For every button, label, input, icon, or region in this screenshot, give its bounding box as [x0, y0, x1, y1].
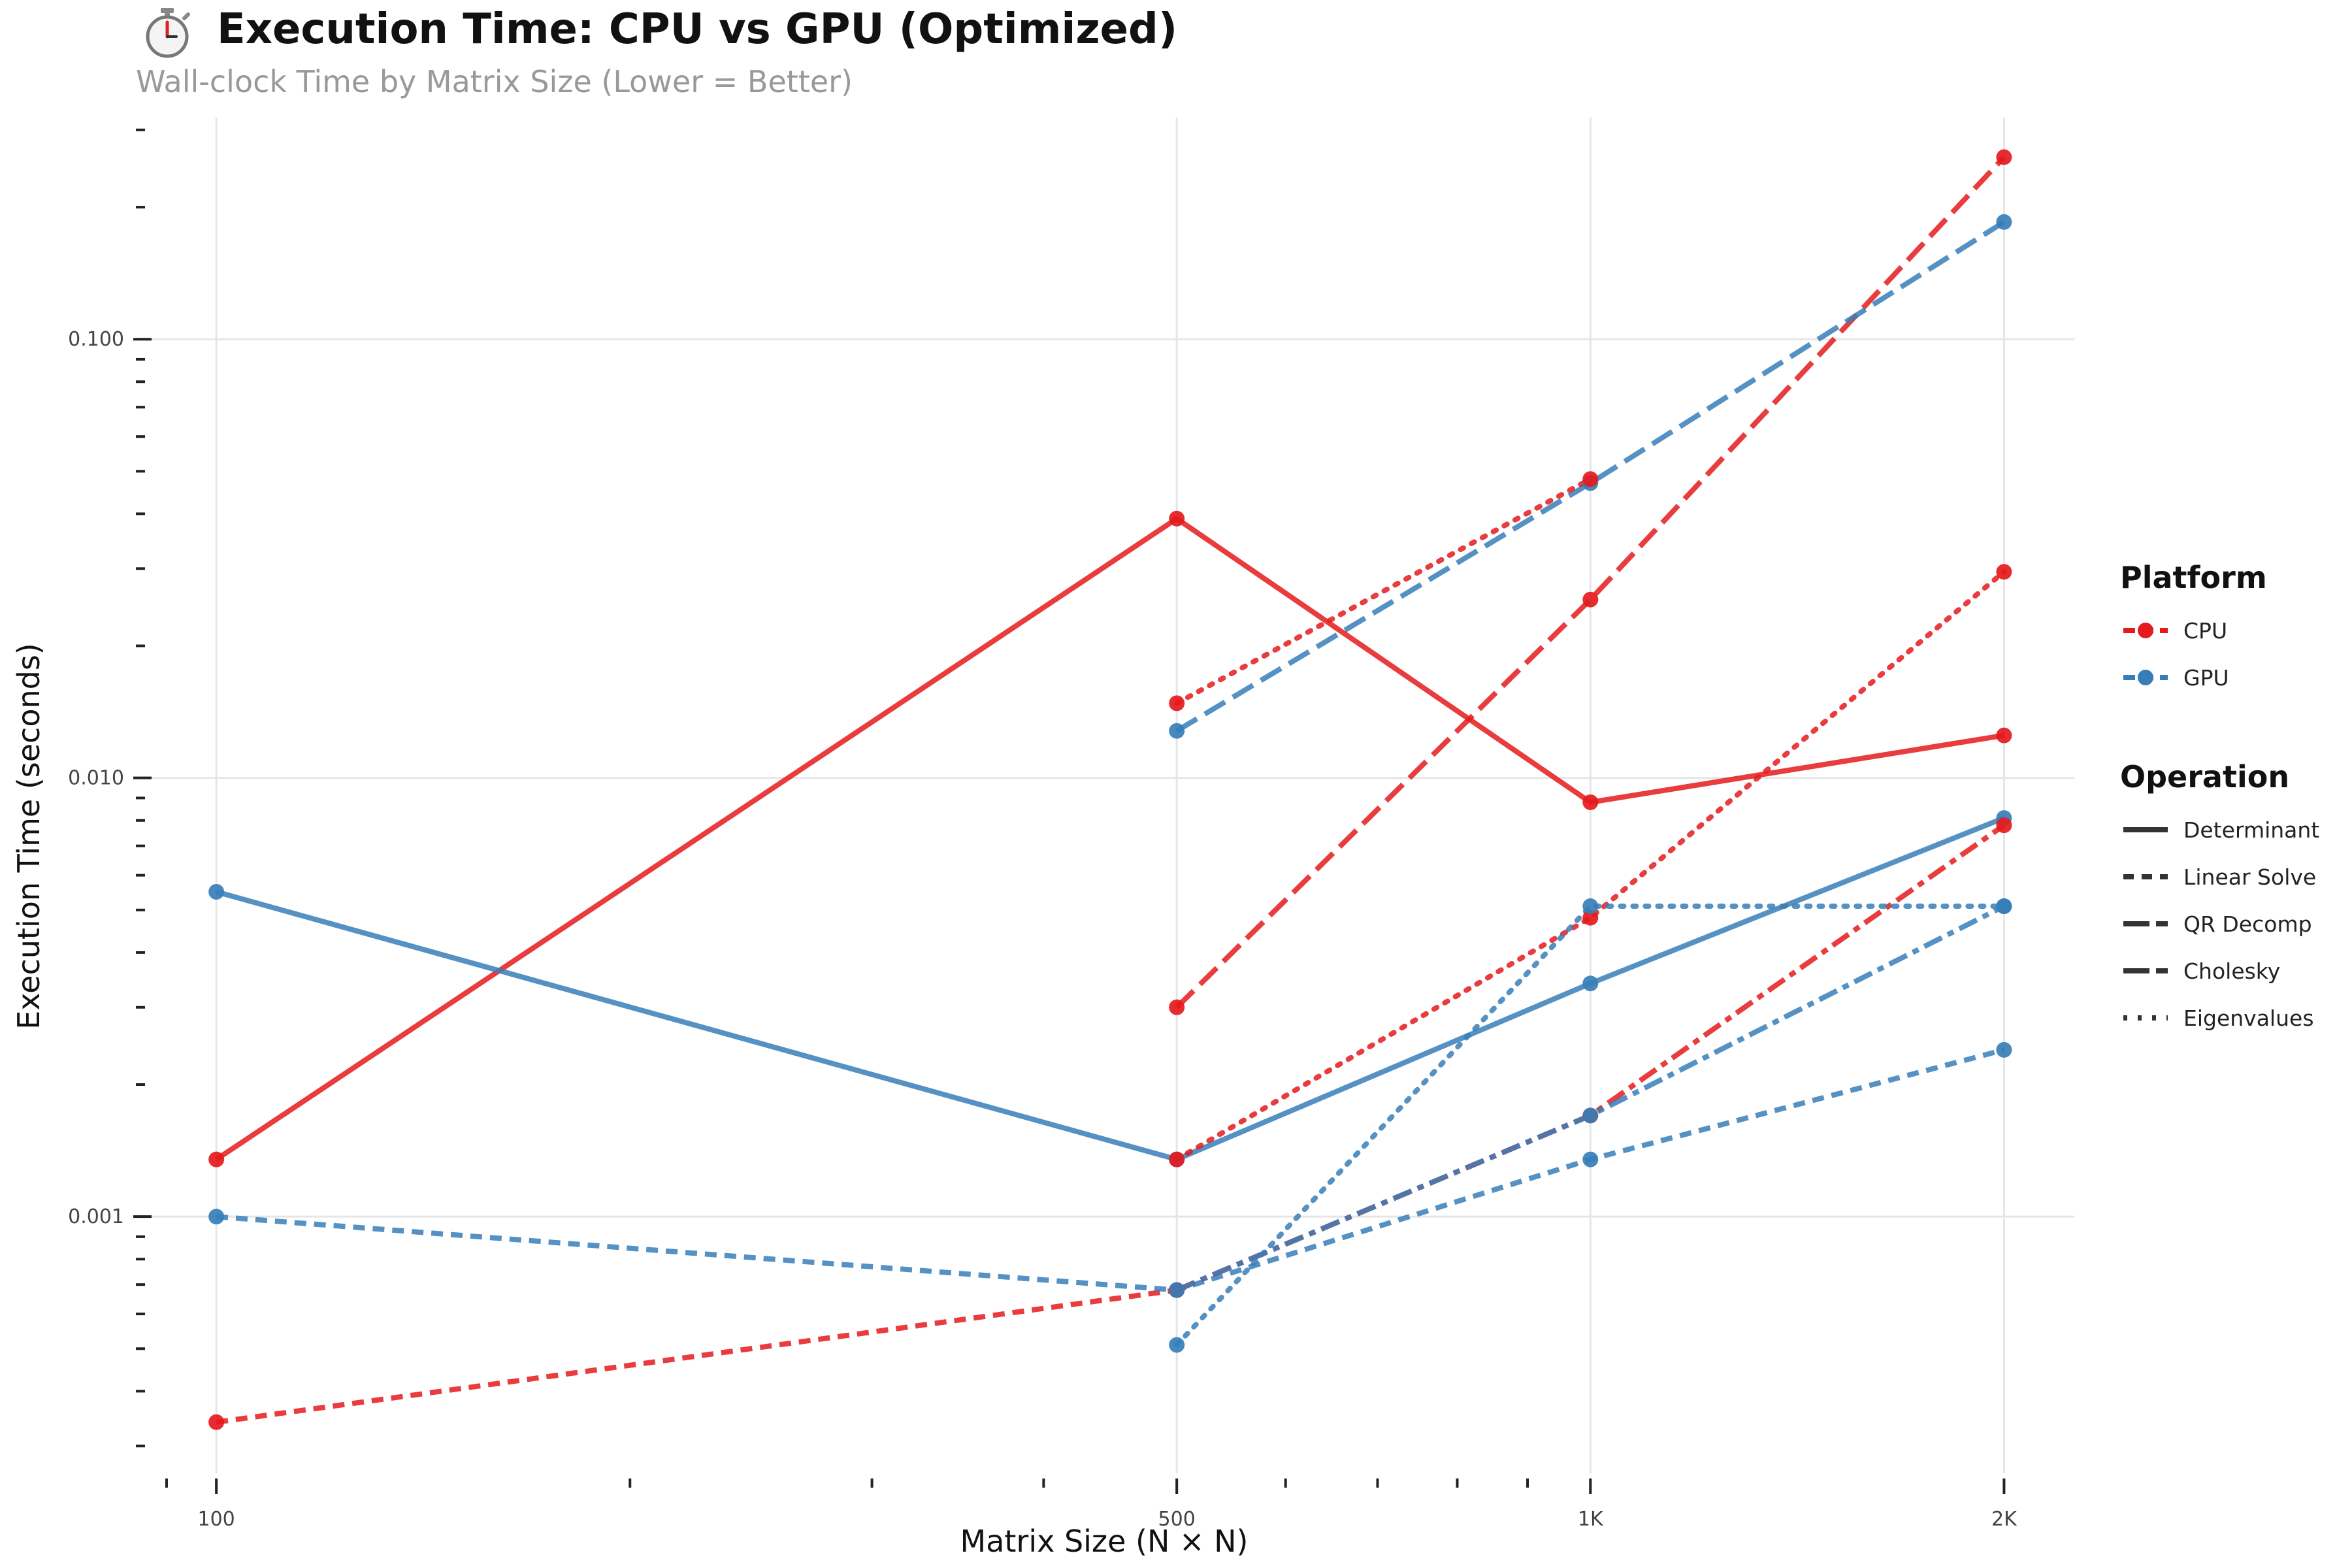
data-point-cpu [1582, 909, 1599, 926]
data-point-cpu [208, 1151, 225, 1168]
data-point-cpu [1169, 999, 1185, 1015]
x-tick-label: 1K [1578, 1508, 1604, 1531]
legend-label-determinant: Determinant [2183, 817, 2319, 843]
series-line-gpu-linear-solve [216, 1047, 2005, 1293]
legend: Platform CPU GPU Operation Determinant Lin… [2120, 560, 2319, 1031]
data-point-gpu [1582, 898, 1599, 915]
series-line-gpu-eigenvalues [1174, 904, 2007, 1348]
data-point-cpu [208, 1414, 225, 1430]
legend-label-cholesky: Cholesky [2183, 958, 2280, 984]
data-point-cpu [1169, 1151, 1185, 1168]
series-lines [214, 155, 2007, 1425]
data-point-gpu [1582, 975, 1599, 992]
minor-ticks [133, 128, 2006, 1494]
data-point-cpu [1996, 564, 2012, 580]
data-points [208, 149, 2012, 1430]
legend-label-qr-decomp: QR Decomp [2183, 911, 2312, 937]
grid-lines [144, 118, 2074, 1473]
x-tick-label: 100 [198, 1508, 235, 1531]
data-point-gpu [1582, 1107, 1599, 1124]
series-line-cpu-determinant [214, 515, 2005, 1162]
series-line-gpu-determinant [216, 815, 2005, 1162]
x-axis-title: Matrix Size (N × N) [960, 1524, 1249, 1559]
legend-title-platform: Platform [2120, 560, 2267, 595]
y-tick-label: 0.001 [68, 1205, 124, 1228]
data-point-cpu [1169, 510, 1185, 527]
data-point-gpu [1582, 1151, 1599, 1168]
legend-title-operation: Operation [2120, 759, 2289, 794]
series-line-cpu-eigenvalues [1174, 569, 2007, 1162]
data-point-gpu [1169, 1337, 1185, 1353]
data-point-gpu [1169, 1282, 1185, 1298]
data-point-gpu [208, 1209, 225, 1225]
data-point-cpu [1996, 149, 2012, 165]
y-axis-title: Execution Time (seconds) [11, 643, 46, 1029]
data-point-gpu [1996, 214, 2012, 230]
data-point-cpu [1582, 591, 1599, 608]
chart-title: Execution Time: CPU vs GPU (Optimized) [217, 5, 1178, 54]
y-tick-label: 0.100 [68, 328, 124, 351]
series-line-cpu-eigenvalues [1174, 476, 1593, 706]
legend-label-linear-solve: Linear Solve [2183, 864, 2316, 890]
data-point-gpu [1996, 1041, 2012, 1058]
legend-key-point-cpu [2138, 623, 2153, 638]
legend-label-eigenvalues: Eigenvalues [2183, 1005, 2314, 1031]
data-point-cpu [1582, 471, 1599, 487]
stopwatch-icon [136, 7, 201, 61]
tick-labels: 100 500 1K 2K 0.001 0.010 0.100 [68, 328, 2017, 1531]
x-tick-label: 2K [1991, 1508, 2017, 1531]
series-line-cpu-qr-decomp [1175, 155, 2006, 1009]
data-point-gpu [1996, 898, 2012, 915]
legend-label-cpu: CPU [2183, 618, 2227, 644]
data-point-cpu [1996, 727, 2012, 743]
series-line-cpu-linear-solve [216, 1287, 1177, 1425]
data-point-cpu [1996, 817, 2012, 834]
data-point-cpu [1582, 794, 1599, 810]
data-point-gpu [208, 884, 225, 900]
data-point-cpu [1169, 695, 1185, 711]
y-tick-label: 0.010 [68, 767, 124, 790]
x-tick-label: 500 [1158, 1508, 1196, 1531]
legend-label-gpu: GPU [2183, 665, 2229, 691]
legend-key-point-gpu [2138, 670, 2153, 685]
data-point-gpu [1169, 723, 1185, 739]
chart-subtitle: Wall-clock Time by Matrix Size (Lower = … [136, 64, 853, 99]
